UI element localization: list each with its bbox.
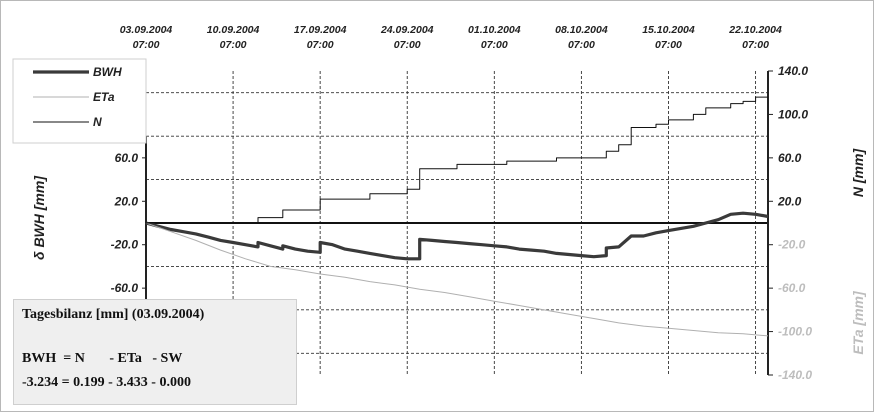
x-tick-date: 08.10.2004 — [555, 24, 608, 36]
y-left-tick-label: -20.0 — [111, 238, 139, 252]
x-tick-date: 10.09.2004 — [207, 24, 260, 36]
y-left-axis-label: δ BWH [mm] — [31, 175, 47, 260]
y-right-eta-tick-label: -60.0 — [778, 281, 806, 295]
y-right-eta-tick-label: -100.0 — [778, 325, 812, 339]
x-tick-date: 01.10.2004 — [468, 24, 521, 36]
y-right-n-axis-label: N [mm] — [850, 148, 866, 198]
daily-balance-box: Tagesbilanz [mm] (03.09.2004) BWH = N - … — [13, 299, 297, 405]
legend: BWH ETa N — [12, 58, 147, 144]
series-bwh-line — [145, 211, 769, 261]
series-lines — [145, 96, 769, 337]
legend-label-bwh: BWH — [93, 65, 122, 79]
y-tick-labels: 60.0 20.0 -20.0 -60.0 140.0 100.0 60.0 20.0 -20.… — [111, 64, 813, 382]
x-tick-time: 07:00 — [394, 39, 421, 51]
y-right-n-tick-label: 20.0 — [777, 194, 802, 208]
legend-label-eta: ETa — [93, 90, 115, 104]
y-right-n-tick-label: 140.0 — [778, 64, 808, 78]
series-n-line — [146, 96, 768, 224]
x-tick-time: 07:00 — [655, 39, 682, 51]
legend-label-n: N — [93, 115, 102, 129]
y-right-eta-tick-label: -20.0 — [778, 238, 806, 252]
x-tick-date: 22.10.2004 — [728, 24, 782, 36]
series-eta-line — [145, 222, 769, 337]
x-tick-time: 07:00 — [481, 39, 508, 51]
x-tick-date: 24.09.2004 — [380, 24, 434, 36]
y-right-eta-axis-label: ETa [mm] — [850, 290, 866, 355]
y-left-tick-label: -60.0 — [111, 281, 139, 295]
y-right-eta-tick-label: -140.0 — [778, 368, 812, 382]
x-tick-date: 03.09.2004 — [120, 24, 173, 36]
y-left-tick-label: 60.0 — [115, 151, 139, 165]
y-right-n-tick-label: 100.0 — [778, 107, 808, 121]
x-tick-date: 15.10.2004 — [642, 24, 695, 36]
x-tick-time: 07:00 — [220, 39, 247, 51]
daily-balance-values: -3.234 = 0.199 - 3.433 - 0.000 — [22, 375, 191, 390]
y-left-tick-label: 20.0 — [114, 194, 139, 208]
x-tick-date: 17.09.2004 — [294, 24, 347, 36]
x-tick-time: 07:00 — [742, 39, 769, 51]
daily-balance-equation: BWH = N - ETa - SW — [22, 351, 183, 366]
x-tick-time: 07:00 — [307, 39, 334, 51]
x-tick-time: 07:00 — [568, 39, 595, 51]
x-tick-labels: 03.09.2004 07:00 10.09.2004 07:00 17.09.2004… — [120, 24, 782, 51]
x-tick-time: 07:00 — [133, 39, 160, 51]
daily-balance-title: Tagesbilanz [mm] (03.09.2004) — [22, 307, 205, 322]
y-right-n-tick-label: 60.0 — [778, 151, 802, 165]
